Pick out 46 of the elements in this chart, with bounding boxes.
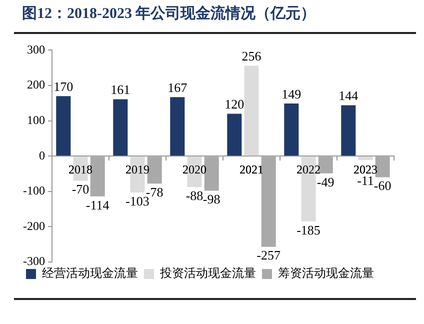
data-label: -103 bbox=[126, 193, 150, 208]
y-tick-label: -300 bbox=[22, 254, 45, 268]
data-label: -88 bbox=[186, 188, 204, 204]
data-label: 144 bbox=[338, 88, 359, 104]
y-tick-label: 300 bbox=[26, 42, 45, 56]
y-tick-label: 0 bbox=[38, 148, 45, 162]
y-tick-label: -200 bbox=[22, 218, 45, 233]
x-tick-label: 2018 bbox=[68, 162, 92, 176]
bar bbox=[56, 96, 71, 156]
data-label: -185 bbox=[296, 222, 320, 238]
bar bbox=[318, 156, 333, 174]
data-label: 120 bbox=[224, 96, 244, 112]
bar bbox=[170, 97, 185, 156]
data-label: -114 bbox=[86, 197, 110, 212]
data-label: -70 bbox=[72, 182, 90, 197]
legend-label: 经营活动现金流量 bbox=[42, 266, 138, 280]
bar bbox=[284, 104, 299, 156]
data-label: -98 bbox=[202, 192, 220, 207]
data-label: 167 bbox=[168, 80, 188, 96]
bar bbox=[113, 99, 128, 156]
data-label: 170 bbox=[54, 79, 74, 94]
data-label: 149 bbox=[282, 86, 302, 102]
y-tick-label: -100 bbox=[22, 184, 45, 198]
bar bbox=[358, 156, 373, 160]
legend-label: 投资活动现金流量 bbox=[159, 266, 256, 280]
x-tick-label: 2019 bbox=[125, 162, 150, 176]
chart-title: 图12：2018-2023 年公司现金流情况（亿元） bbox=[22, 4, 316, 23]
bar bbox=[261, 156, 276, 247]
data-label: -49 bbox=[316, 174, 334, 190]
data-label: 161 bbox=[110, 82, 130, 98]
legend-label: 筹资活动现金流量 bbox=[278, 266, 374, 280]
bar bbox=[204, 156, 219, 191]
y-tick-label: 100 bbox=[26, 112, 45, 127]
bar bbox=[375, 156, 390, 178]
x-tick-label: 2020 bbox=[182, 162, 206, 176]
y-tick-label: 200 bbox=[26, 78, 45, 92]
x-tick-label: 2022 bbox=[296, 162, 320, 176]
bar bbox=[147, 156, 162, 184]
bar bbox=[244, 66, 259, 156]
data-label: 256 bbox=[242, 48, 262, 64]
x-tick-label: 2021 bbox=[240, 162, 264, 176]
bar bbox=[90, 156, 105, 196]
bar bbox=[227, 114, 242, 156]
data-label: -257 bbox=[256, 248, 282, 263]
data-label: -60 bbox=[374, 178, 392, 194]
bar bbox=[341, 105, 356, 156]
